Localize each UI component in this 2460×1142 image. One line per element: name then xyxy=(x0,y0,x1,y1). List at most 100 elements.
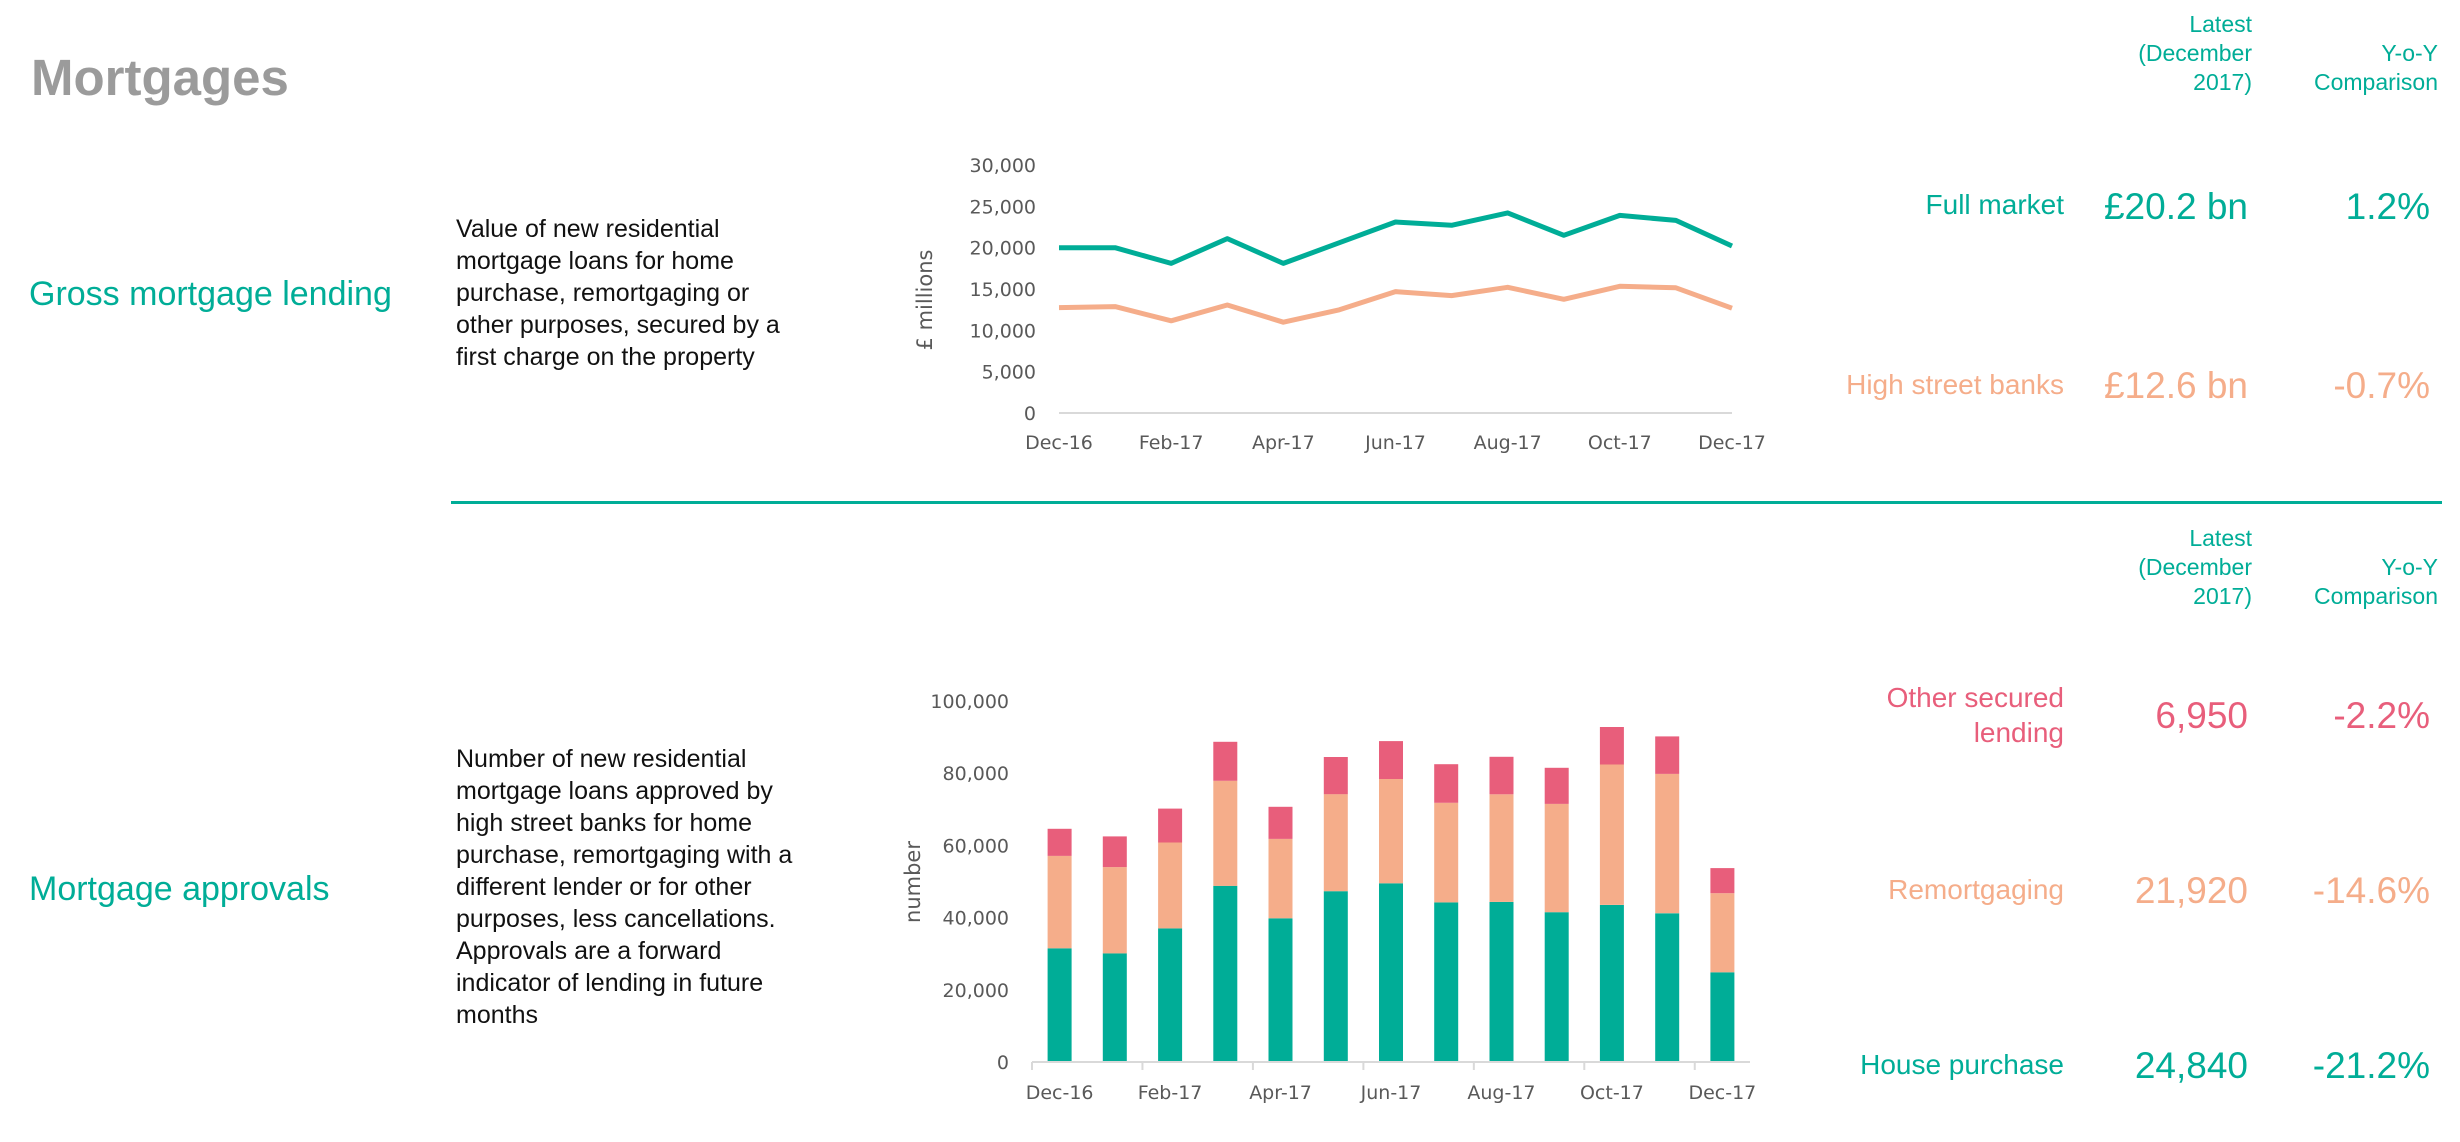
description-line: indicator of lending in future xyxy=(456,969,764,997)
y-tick-label: 0 xyxy=(997,1052,1009,1074)
section-divider xyxy=(451,501,2442,504)
description-line: Value of new residential xyxy=(456,215,720,243)
value-remortgaging-latest: 21,920 xyxy=(2134,870,2248,911)
bar-segment-house-purchase xyxy=(1434,902,1459,1062)
bar-segment-remortgaging xyxy=(1323,794,1348,892)
bar-segment-house-purchase xyxy=(1655,913,1680,1062)
row-label-line: Remortgaging xyxy=(1888,874,2064,905)
value-full-market-yoy: 1.2% xyxy=(2345,186,2430,227)
x-tick-label: Feb-17 xyxy=(1138,1082,1203,1104)
bar-segment-house-purchase xyxy=(1323,891,1348,1062)
bar-segment-house-purchase xyxy=(1102,953,1127,1062)
header-latest: Latest (December 2017) xyxy=(2138,524,2252,611)
bar-segment-other-secured-lending xyxy=(1599,727,1624,765)
value-other-secured-yoy: -2.2% xyxy=(2333,695,2430,736)
bar-segment-remortgaging xyxy=(1213,780,1238,886)
y-tick-label: 20,000 xyxy=(970,238,1036,260)
description-line: purposes, less cancellations. xyxy=(456,905,776,933)
header-yoy-comparison: Y-o-Y Comparison xyxy=(2314,553,2438,611)
y-tick-label: 40,000 xyxy=(943,908,1009,930)
row-label-line: lending xyxy=(1973,717,2064,748)
bar-segment-other-secured-lending xyxy=(1379,741,1403,779)
bar-segment-other-secured-lending xyxy=(1710,868,1735,894)
x-tick-label: Aug-17 xyxy=(1467,1082,1535,1104)
y-axis-label: number xyxy=(901,841,925,923)
description-line: other purposes, secured by a xyxy=(456,311,780,339)
description-line: Number of new residential xyxy=(456,745,747,773)
header-line: Y-o-Y xyxy=(2381,554,2438,580)
bar-segment-house-purchase xyxy=(1544,912,1569,1062)
x-tick-label: Oct-17 xyxy=(1580,1082,1644,1104)
x-tick-label: Dec-17 xyxy=(1688,1082,1756,1104)
description-line: Approvals are a forward xyxy=(456,937,722,965)
x-tick-label: Apr-17 xyxy=(1252,432,1315,454)
y-tick-label: 60,000 xyxy=(943,835,1009,857)
value-other-secured-latest: 6,950 xyxy=(2155,695,2248,736)
bar-segment-remortgaging xyxy=(1655,773,1680,914)
bar-segment-other-secured-lending xyxy=(1323,757,1348,795)
header-line: 2017) xyxy=(2193,583,2252,609)
value-remortgaging-yoy: -14.6% xyxy=(2312,870,2430,911)
y-tick-label: 5,000 xyxy=(982,362,1036,384)
value-house-purchase-yoy: -21.2% xyxy=(2312,1045,2430,1086)
x-tick-label: Aug-17 xyxy=(1474,432,1542,454)
bar-segment-other-secured-lending xyxy=(1489,756,1514,795)
bar-segment-house-purchase xyxy=(1379,883,1403,1062)
bar-segment-other-secured-lending xyxy=(1434,764,1459,803)
x-tick-label: Dec-16 xyxy=(1026,1082,1094,1104)
y-axis-label: £ millions xyxy=(913,250,937,351)
row-label-line: Other secured xyxy=(1886,682,2064,713)
description-line: purchase, remortgaging or xyxy=(456,279,750,307)
description-line: months xyxy=(456,1001,538,1029)
bar-segment-house-purchase xyxy=(1268,918,1293,1062)
row-label-house-purchase: House purchase xyxy=(1860,1047,2064,1082)
description-line: mortgage loans approved by xyxy=(456,777,773,805)
bar-segment-house-purchase xyxy=(1599,905,1624,1062)
row-label-high-street-banks: High street banks xyxy=(1846,367,2064,402)
bar-segment-remortgaging xyxy=(1268,838,1293,919)
bar-segment-house-purchase xyxy=(1158,928,1183,1062)
section-description-gross-lending: Value of new residential mortgage loans f… xyxy=(456,213,816,373)
header-line: 2017) xyxy=(2193,69,2252,95)
bar-segment-house-purchase xyxy=(1213,885,1238,1062)
x-tick-label: Feb-17 xyxy=(1139,432,1204,454)
description-line: mortgage loans for home xyxy=(456,247,734,275)
bar-segment-house-purchase xyxy=(1710,972,1735,1062)
value-high-street-yoy: -0.7% xyxy=(2333,365,2430,406)
value-full-market-latest: £20.2 bn xyxy=(2103,186,2248,227)
y-tick-label: 0 xyxy=(1024,403,1036,425)
description-line: purchase, remortgaging with a xyxy=(456,841,793,869)
description-line: different lender or for other xyxy=(456,873,752,901)
section-description-mortgage-approvals: Number of new residential mortgage loans … xyxy=(456,743,816,1031)
header-line: Y-o-Y xyxy=(2381,40,2438,66)
bar-segment-remortgaging xyxy=(1047,855,1072,949)
x-tick-label: Dec-17 xyxy=(1698,432,1766,454)
header-line: (December xyxy=(2138,554,2252,580)
description-line: high street banks for home xyxy=(456,809,752,837)
row-label-line: House purchase xyxy=(1860,1049,2064,1080)
bar-segment-other-secured-lending xyxy=(1047,828,1072,856)
bar-segment-other-secured-lending xyxy=(1102,836,1127,868)
y-tick-label: 80,000 xyxy=(943,763,1009,785)
bar-segment-remortgaging xyxy=(1489,794,1514,902)
y-tick-label: 25,000 xyxy=(970,196,1036,218)
bar-segment-house-purchase xyxy=(1489,901,1514,1062)
x-tick-label: Jun-17 xyxy=(1360,1082,1422,1104)
y-tick-label: 100,000 xyxy=(930,691,1009,713)
header-line: Comparison xyxy=(2314,69,2438,95)
x-tick-label: Dec-16 xyxy=(1025,432,1093,454)
header-line: Latest xyxy=(2189,525,2252,551)
bar-segment-other-secured-lending xyxy=(1158,808,1183,843)
header-line: (December xyxy=(2138,40,2252,66)
header-yoy-comparison: Y-o-Y Comparison xyxy=(2314,39,2438,97)
section-title-gross-lending: Gross mortgage lending xyxy=(29,275,392,313)
header-line: Comparison xyxy=(2314,583,2438,609)
bar-segment-other-secured-lending xyxy=(1655,736,1680,774)
row-label-line: High street banks xyxy=(1846,369,2064,400)
y-tick-label: 15,000 xyxy=(970,279,1036,301)
bar-segment-other-secured-lending xyxy=(1544,767,1569,804)
bar-segment-remortgaging xyxy=(1599,764,1624,905)
header-line: Latest xyxy=(2189,11,2252,37)
bar-segment-other-secured-lending xyxy=(1268,806,1293,839)
bar-segment-remortgaging xyxy=(1434,802,1459,903)
